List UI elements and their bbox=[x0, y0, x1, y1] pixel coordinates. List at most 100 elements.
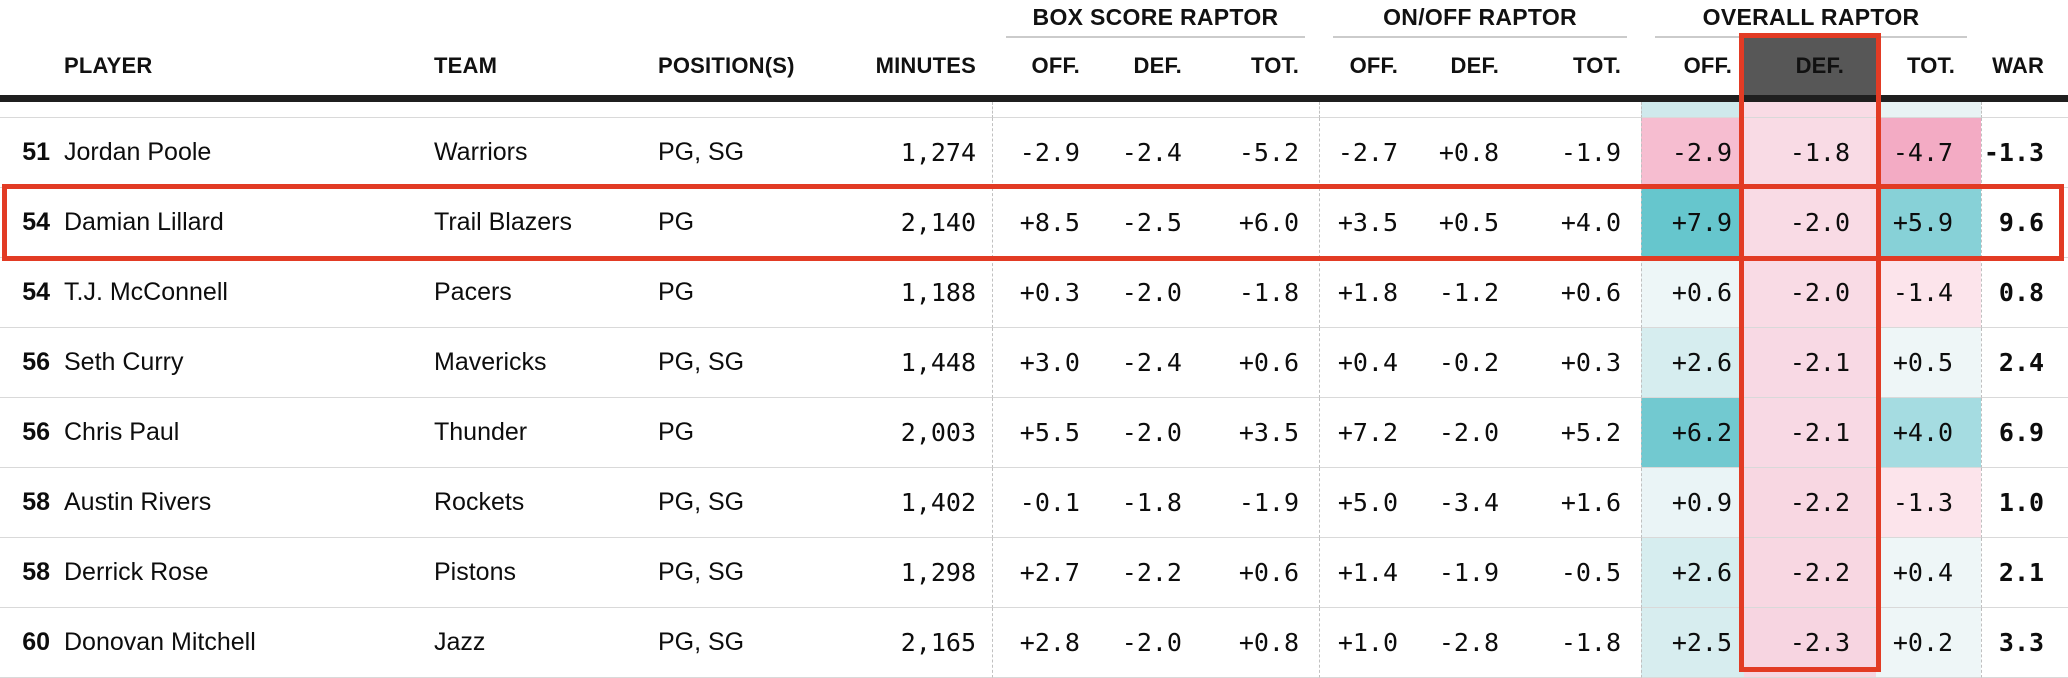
spacer-onoff-off-cell bbox=[1319, 102, 1411, 118]
war-cell: 2.1 bbox=[1981, 538, 2068, 608]
overall-off-cell: +2.6 bbox=[1641, 538, 1745, 608]
box-off-cell: +2.8 bbox=[992, 608, 1092, 678]
table-row: 56 Seth Curry Mavericks PG, SG 1,448 +3.0 -2.4… bbox=[0, 328, 2068, 398]
box-off-cell: +0.3 bbox=[992, 258, 1092, 328]
column-header-positions[interactable]: POSITION(S) bbox=[658, 38, 860, 102]
column-header-onoff-tot[interactable]: TOT. bbox=[1511, 38, 1642, 102]
box-off-cell: -0.1 bbox=[992, 468, 1092, 538]
table-row: 58 Austin Rivers Rockets PG, SG 1,402 -0.1 -1.… bbox=[0, 468, 2068, 538]
onoff-off-cell: -2.7 bbox=[1319, 118, 1411, 188]
overall-tot-cell: +0.5 bbox=[1876, 328, 1982, 398]
war-cell: 2.4 bbox=[1981, 328, 2068, 398]
war-cell: -1.3 bbox=[1981, 118, 2068, 188]
positions-cell: PG, SG bbox=[658, 538, 860, 608]
overall-tot-cell: +0.2 bbox=[1876, 608, 1982, 678]
overall-off-cell: +0.6 bbox=[1641, 258, 1745, 328]
war-cell: 1.0 bbox=[1981, 468, 2068, 538]
table-row: 60 Donovan Mitchell Jazz PG, SG 2,165 +2.8 -2.… bbox=[0, 608, 2068, 678]
war-cell: 9.6 bbox=[1981, 188, 2068, 258]
team-cell: Thunder bbox=[434, 398, 658, 468]
minutes-cell: 1,402 bbox=[860, 468, 992, 538]
overall-tot-cell: -1.3 bbox=[1876, 468, 1982, 538]
overall-tot-cell: -4.7 bbox=[1876, 118, 1982, 188]
player-cell: Austin Rivers bbox=[64, 468, 434, 538]
spacer-positions-cell bbox=[658, 102, 860, 118]
overall-off-cell: +6.2 bbox=[1641, 398, 1745, 468]
overall-off-cell: +7.9 bbox=[1641, 188, 1745, 258]
spacer-rank-cell bbox=[0, 102, 64, 118]
box-def-cell: -2.0 bbox=[1092, 608, 1194, 678]
column-header-overall-tot[interactable]: TOT. bbox=[1876, 38, 1982, 102]
player-cell: T.J. McConnell bbox=[64, 258, 434, 328]
column-header-player[interactable]: PLAYER bbox=[64, 38, 434, 102]
player-cell: Chris Paul bbox=[64, 398, 434, 468]
column-header-overall-off[interactable]: OFF. bbox=[1641, 38, 1745, 102]
player-cell: Jordan Poole bbox=[64, 118, 434, 188]
table-row: 54 T.J. McConnell Pacers PG 1,188 +0.3 -2.0 -1.… bbox=[0, 258, 2068, 328]
minutes-cell: 2,165 bbox=[860, 608, 992, 678]
spacer-overall-def-cell bbox=[1744, 102, 1877, 118]
positions-cell: PG, SG bbox=[658, 468, 860, 538]
spacer-team-cell bbox=[434, 102, 658, 118]
team-cell: Pacers bbox=[434, 258, 658, 328]
group-header-row: BOX SCORE RAPTOR ON/OFF RAPTOR OVERALL R… bbox=[0, 0, 2068, 38]
spacer-minutes-cell bbox=[860, 102, 992, 118]
minutes-cell: 1,298 bbox=[860, 538, 992, 608]
column-header-box-tot[interactable]: TOT. bbox=[1194, 38, 1320, 102]
rank-cell: 54 bbox=[0, 188, 64, 258]
overall-def-cell: -2.3 bbox=[1744, 608, 1877, 678]
table-row: 51 Jordan Poole Warriors PG, SG 1,274 -2.9 -2.… bbox=[0, 118, 2068, 188]
box-off-cell: +8.5 bbox=[992, 188, 1092, 258]
war-cell: 3.3 bbox=[1981, 608, 2068, 678]
column-header-team[interactable]: TEAM bbox=[434, 38, 658, 102]
box-def-cell: -1.8 bbox=[1092, 468, 1194, 538]
column-header-onoff-off[interactable]: OFF. bbox=[1319, 38, 1411, 102]
column-header-overall-def-selected[interactable]: DEF. bbox=[1744, 38, 1877, 102]
team-cell: Warriors bbox=[434, 118, 658, 188]
spacer-onoff-tot-cell bbox=[1511, 102, 1642, 118]
onoff-def-cell: -0.2 bbox=[1410, 328, 1512, 398]
spacer-box-off-cell bbox=[992, 102, 1092, 118]
box-tot-cell: +0.6 bbox=[1194, 328, 1320, 398]
onoff-off-cell: +3.5 bbox=[1319, 188, 1411, 258]
team-cell: Jazz bbox=[434, 608, 658, 678]
column-header-onoff-def[interactable]: DEF. bbox=[1410, 38, 1512, 102]
column-header-box-def[interactable]: DEF. bbox=[1092, 38, 1194, 102]
overall-tot-cell: +5.9 bbox=[1876, 188, 1982, 258]
column-header-row: PLAYER TEAM POSITION(S) MINUTES OFF. DEF… bbox=[0, 38, 2068, 102]
positions-cell: PG bbox=[658, 188, 860, 258]
war-cell: 6.9 bbox=[1981, 398, 2068, 468]
player-cell: Seth Curry bbox=[64, 328, 434, 398]
group-header-box-score: BOX SCORE RAPTOR bbox=[992, 0, 1319, 38]
positions-cell: PG, SG bbox=[658, 608, 860, 678]
column-header-minutes[interactable]: MINUTES bbox=[860, 38, 992, 102]
onoff-off-cell: +5.0 bbox=[1319, 468, 1411, 538]
war-cell: 0.8 bbox=[1981, 258, 2068, 328]
group-header-on-off: ON/OFF RAPTOR bbox=[1319, 0, 1641, 38]
box-tot-cell: -5.2 bbox=[1194, 118, 1320, 188]
overall-tot-cell: +0.4 bbox=[1876, 538, 1982, 608]
box-tot-cell: +0.8 bbox=[1194, 608, 1320, 678]
overall-def-cell: -1.8 bbox=[1744, 118, 1877, 188]
positions-cell: PG bbox=[658, 398, 860, 468]
onoff-def-cell: -2.8 bbox=[1410, 608, 1512, 678]
rank-cell: 60 bbox=[0, 608, 64, 678]
spacer-box-def-cell bbox=[1092, 102, 1194, 118]
minutes-cell: 1,188 bbox=[860, 258, 992, 328]
box-def-cell: -2.0 bbox=[1092, 258, 1194, 328]
table-row: 58 Derrick Rose Pistons PG, SG 1,298 +2.7 -2.2… bbox=[0, 538, 2068, 608]
column-header-war[interactable]: WAR bbox=[1981, 38, 2068, 102]
onoff-tot-cell: +0.6 bbox=[1511, 258, 1642, 328]
table-row: 54 Damian Lillard Trail Blazers PG 2,140 +8.5… bbox=[0, 188, 2068, 258]
onoff-def-cell: -1.9 bbox=[1410, 538, 1512, 608]
overall-def-cell: -2.2 bbox=[1744, 538, 1877, 608]
onoff-def-cell: -3.4 bbox=[1410, 468, 1512, 538]
minutes-cell: 2,003 bbox=[860, 398, 992, 468]
column-header-box-off[interactable]: OFF. bbox=[992, 38, 1092, 102]
table-body: 51 Jordan Poole Warriors PG, SG 1,274 -2.9 -2.… bbox=[0, 102, 2068, 678]
spacer-war-cell bbox=[1981, 102, 2068, 118]
box-off-cell: -2.9 bbox=[992, 118, 1092, 188]
group-header-war-spacer bbox=[1981, 0, 2068, 38]
box-off-cell: +2.7 bbox=[992, 538, 1092, 608]
